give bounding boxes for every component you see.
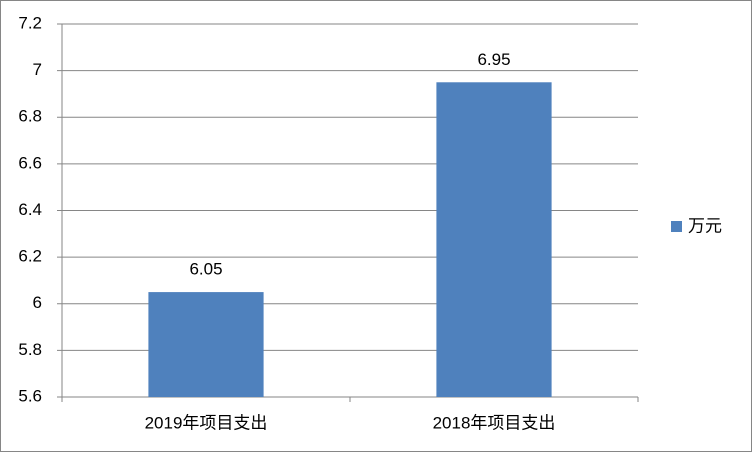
legend-swatch: [671, 221, 682, 232]
bar: [436, 82, 552, 397]
y-tick-label: 6.4: [18, 200, 42, 219]
x-tick-label: 2019年项目支出: [145, 413, 268, 432]
x-tick-label: 2018年项目支出: [433, 413, 556, 432]
y-tick-label: 5.8: [18, 340, 42, 359]
y-tick-label: 7: [33, 60, 42, 79]
y-tick-label: 6: [33, 293, 42, 312]
y-tick-label: 7.2: [18, 13, 42, 32]
y-tick-label: 5.6: [18, 386, 42, 405]
bar: [148, 292, 264, 397]
y-tick-label: 6.6: [18, 153, 42, 172]
y-tick-label: 6.2: [18, 247, 42, 266]
data-label: 6.95: [477, 50, 510, 69]
legend-label: 万元: [688, 216, 722, 235]
y-tick-label: 6.8: [18, 107, 42, 126]
data-label: 6.05: [189, 260, 222, 279]
